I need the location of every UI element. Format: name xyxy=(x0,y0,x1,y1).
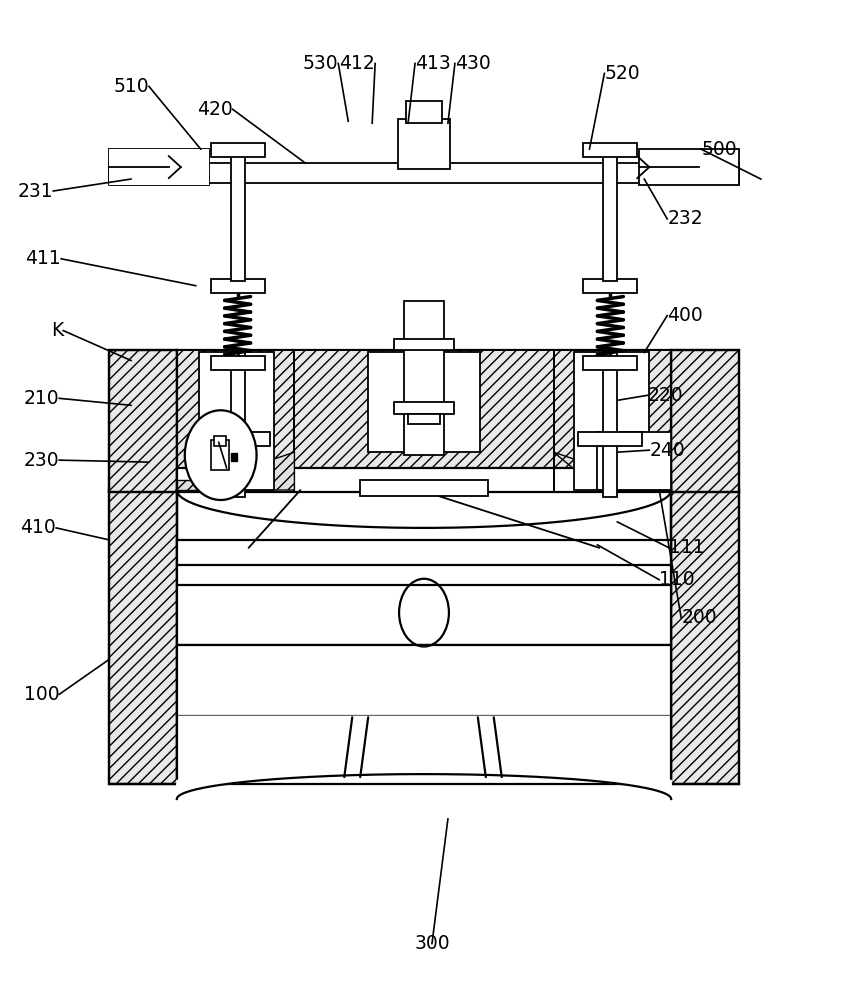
Text: 220: 220 xyxy=(647,386,683,405)
Bar xyxy=(583,279,638,293)
Text: 210: 210 xyxy=(24,389,60,408)
Text: 111: 111 xyxy=(669,538,705,557)
Text: 240: 240 xyxy=(649,441,685,460)
Text: 430: 430 xyxy=(455,54,490,73)
Polygon shape xyxy=(177,452,294,492)
Bar xyxy=(604,149,617,281)
Bar xyxy=(583,356,638,370)
Text: 110: 110 xyxy=(660,570,694,589)
Bar xyxy=(604,352,617,497)
Text: 413: 413 xyxy=(415,54,451,73)
Bar xyxy=(398,119,450,169)
Bar xyxy=(109,163,739,183)
Polygon shape xyxy=(177,490,672,528)
Text: 420: 420 xyxy=(197,100,233,119)
Bar xyxy=(109,149,209,185)
Text: 410: 410 xyxy=(20,518,56,537)
Bar xyxy=(672,490,739,784)
Bar xyxy=(574,352,649,490)
Text: 232: 232 xyxy=(667,209,703,228)
Text: 230: 230 xyxy=(24,451,60,470)
Bar xyxy=(211,143,264,157)
Bar xyxy=(360,480,488,496)
Bar xyxy=(598,432,672,490)
Bar xyxy=(109,350,177,492)
Bar xyxy=(230,149,245,281)
Polygon shape xyxy=(553,452,672,492)
Bar xyxy=(230,352,245,497)
Bar xyxy=(109,149,209,185)
Text: 530: 530 xyxy=(303,54,338,73)
Bar xyxy=(177,540,672,645)
Bar xyxy=(211,279,264,293)
Bar xyxy=(294,350,553,492)
Text: 412: 412 xyxy=(339,54,375,73)
Text: K: K xyxy=(51,321,63,340)
Bar xyxy=(672,350,739,492)
Bar xyxy=(211,440,229,470)
Bar xyxy=(672,490,739,784)
Bar xyxy=(672,350,739,492)
Bar xyxy=(408,414,440,424)
Bar xyxy=(553,350,672,492)
Bar xyxy=(109,350,177,492)
Text: 100: 100 xyxy=(24,685,60,704)
Text: 500: 500 xyxy=(701,140,737,159)
Bar xyxy=(109,490,177,784)
Bar xyxy=(177,350,294,492)
Ellipse shape xyxy=(184,410,257,500)
Bar xyxy=(583,143,638,157)
Text: 510: 510 xyxy=(113,77,149,96)
Bar xyxy=(109,490,177,784)
Text: 300: 300 xyxy=(414,934,450,953)
Bar xyxy=(553,350,672,492)
Bar xyxy=(621,480,672,490)
Text: 411: 411 xyxy=(26,249,61,268)
Bar xyxy=(177,480,227,490)
Bar xyxy=(177,350,672,492)
Bar xyxy=(213,436,225,446)
Bar xyxy=(394,402,454,414)
Bar xyxy=(177,645,672,716)
Bar xyxy=(199,352,275,490)
Bar xyxy=(639,149,739,185)
Bar xyxy=(368,352,479,452)
Bar xyxy=(404,301,444,455)
Bar xyxy=(394,339,454,350)
Bar xyxy=(230,453,236,461)
Bar xyxy=(579,432,643,446)
Text: 231: 231 xyxy=(18,182,54,201)
Bar xyxy=(177,468,672,492)
Bar xyxy=(206,432,269,446)
Bar xyxy=(177,350,294,492)
Text: 520: 520 xyxy=(604,64,640,83)
Text: 200: 200 xyxy=(681,608,717,627)
Text: 400: 400 xyxy=(667,306,703,325)
Bar xyxy=(294,350,553,492)
Bar xyxy=(406,101,442,123)
Bar xyxy=(211,356,264,370)
Polygon shape xyxy=(177,716,672,799)
